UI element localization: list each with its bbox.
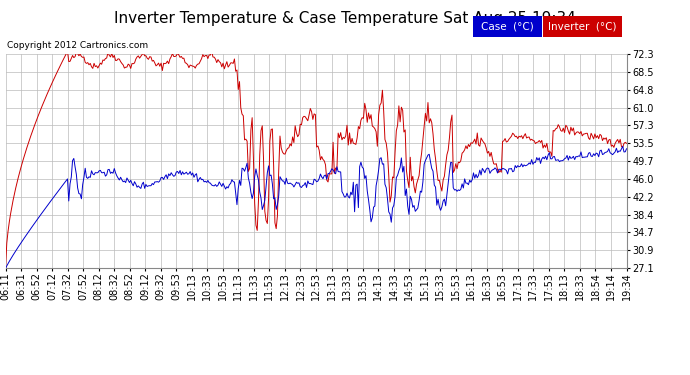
Text: Inverter  (°C): Inverter (°C) bbox=[549, 21, 617, 31]
Text: Copyright 2012 Cartronics.com: Copyright 2012 Cartronics.com bbox=[7, 41, 148, 50]
Text: Case  (°C): Case (°C) bbox=[481, 21, 533, 31]
Text: Inverter Temperature & Case Temperature Sat Aug 25 19:34: Inverter Temperature & Case Temperature … bbox=[114, 11, 576, 26]
